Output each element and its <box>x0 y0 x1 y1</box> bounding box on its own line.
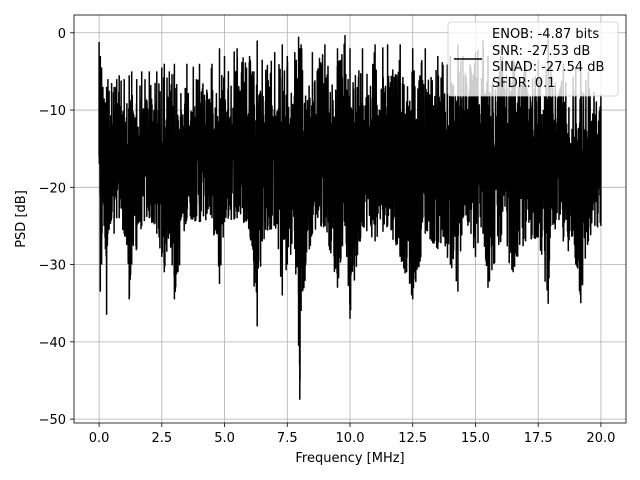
plot-area <box>98 35 602 400</box>
x-axis-ticks: 0.0 2.5 5.0 7.5 10.0 12.5 15.0 17.5 20.0 <box>89 423 615 446</box>
y-tick-label: −10 <box>39 104 66 119</box>
y-tick-label: −30 <box>39 259 66 274</box>
legend: ENOB: -4.87 bits SNR: -27.53 dB SINAD: -… <box>447 21 619 97</box>
legend-entry-snr: SNR: -27.53 dB <box>492 44 590 59</box>
y-tick-label: −50 <box>39 413 66 428</box>
x-tick-label: 2.5 <box>151 431 172 446</box>
x-tick-label: 12.5 <box>398 431 427 446</box>
x-axis-label: Frequency [MHz] <box>295 451 404 466</box>
y-tick-label: 0 <box>58 27 66 42</box>
x-tick-label: 17.5 <box>524 431 553 446</box>
x-tick-label: 5.0 <box>214 431 235 446</box>
legend-entry-sfdr: SFDR: 0.1 <box>492 76 556 91</box>
y-axis-ticks: 0 −10 −20 −30 −40 −50 <box>39 27 74 428</box>
x-tick-label: 20.0 <box>586 431 615 446</box>
psd-series-line <box>98 35 602 400</box>
legend-entry-enob: ENOB: -4.87 bits <box>492 27 599 42</box>
x-tick-label: 7.5 <box>277 431 298 446</box>
x-tick-label: 15.0 <box>461 431 490 446</box>
y-axis-label: PSD [dB] <box>14 190 29 248</box>
legend-entry-sinad: SINAD: -27.54 dB <box>492 60 604 75</box>
x-tick-label: 10.0 <box>336 431 365 446</box>
legend-box <box>447 21 619 97</box>
x-tick-label: 0.0 <box>89 431 110 446</box>
y-tick-label: −40 <box>39 336 66 351</box>
y-tick-label: −20 <box>39 181 66 196</box>
